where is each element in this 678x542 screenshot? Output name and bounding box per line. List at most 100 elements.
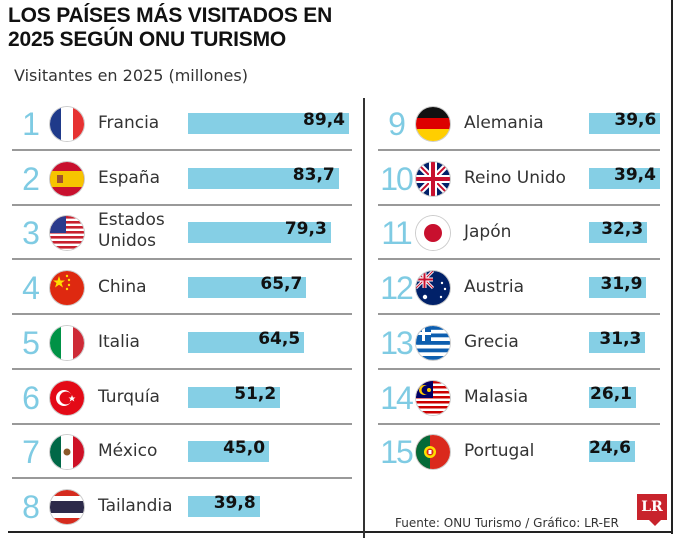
value-bar xyxy=(188,113,349,134)
country-name-line: Grecia xyxy=(464,331,519,352)
source-note: Fuente: ONU Turismo / Gráfico: LR-ER xyxy=(395,516,619,530)
ranking-row: 12 Austria 31,9 xyxy=(378,261,661,316)
usa-flag-icon xyxy=(50,216,84,251)
value-bar xyxy=(188,331,305,353)
value-label: 39,6 xyxy=(614,110,657,130)
rank-number: 8 xyxy=(22,488,40,525)
country-name: Alemania xyxy=(464,113,544,133)
title-line-1: LOS PAÍSES MÁS VISITADOS EN xyxy=(8,4,333,27)
uk-flag-icon xyxy=(416,161,450,196)
row-separator xyxy=(12,149,352,151)
row-separator xyxy=(12,367,352,370)
ranking-row: 7 México 45,0 xyxy=(12,425,352,480)
country-name-line: Turquía xyxy=(98,386,160,407)
rank-number: 15 xyxy=(380,434,414,471)
country-name: México xyxy=(98,441,157,461)
value-bar xyxy=(188,386,281,408)
value-bar xyxy=(589,167,660,189)
rank-number: 2 xyxy=(22,160,40,197)
row-separator xyxy=(12,422,352,425)
value-label: 65,7 xyxy=(260,274,303,295)
china-flag-icon xyxy=(50,271,84,306)
country-name: Tailandia xyxy=(98,496,173,516)
value-bar xyxy=(589,113,661,134)
country-name: España xyxy=(98,168,160,188)
row-separator xyxy=(378,422,660,425)
value-label: 51,2 xyxy=(234,383,277,404)
country-name-line: Austria xyxy=(464,277,525,298)
rank-number: 14 xyxy=(380,379,414,416)
country-name: Malasia xyxy=(464,387,528,407)
value-bar xyxy=(188,277,307,299)
value-bar xyxy=(589,441,635,463)
value-label: 79,3 xyxy=(284,219,327,240)
value-label: 32,3 xyxy=(601,219,644,240)
value-bar xyxy=(188,222,331,244)
ranking-row: 9 Alemania 39,6 xyxy=(378,97,661,151)
country-name: Reino Unido xyxy=(464,168,566,188)
france-flag-icon xyxy=(50,107,84,141)
row-separator xyxy=(378,149,660,151)
country-name: Japón xyxy=(464,222,511,242)
country-name: Italia xyxy=(98,332,140,352)
value-bar xyxy=(589,386,636,408)
value-bar xyxy=(589,277,647,299)
portugal-flag-icon xyxy=(416,435,450,470)
value-label: 83,7 xyxy=(292,164,335,185)
country-name-line: China xyxy=(98,277,147,298)
value-bar xyxy=(188,441,270,463)
row-separator xyxy=(378,367,660,370)
frame-bottom-border xyxy=(8,531,673,533)
italy-flag-icon xyxy=(50,325,84,360)
rank-number: 6 xyxy=(22,379,40,416)
row-separator xyxy=(12,477,352,480)
rank-number: 12 xyxy=(380,270,414,307)
row-separator xyxy=(12,313,352,316)
value-bar xyxy=(589,331,646,353)
row-separator xyxy=(12,258,352,261)
country-name-line: Francia xyxy=(98,113,160,133)
country-name: Portugal xyxy=(464,441,534,461)
rank-number: 1 xyxy=(22,106,40,142)
value-label: 31,9 xyxy=(600,274,643,295)
ranking-row: 4 China 65,7 xyxy=(12,261,352,316)
row-separator xyxy=(378,203,660,206)
country-name-line: Japón xyxy=(464,222,512,243)
ranking-row: 10 Reino Unido 39,4 xyxy=(378,152,661,206)
country-name-line: Tailandia xyxy=(98,495,173,516)
rank-number: 5 xyxy=(22,324,40,361)
turkey-flag-icon xyxy=(50,380,84,415)
country-name: Austria xyxy=(464,277,524,297)
value-bar xyxy=(188,167,339,189)
rank-number: 9 xyxy=(388,106,406,142)
rank-number: 7 xyxy=(22,434,40,471)
country-name: Estados Unidos xyxy=(98,210,165,252)
country-name-line: España xyxy=(98,167,160,188)
row-separator xyxy=(12,203,352,206)
value-label: 45,0 xyxy=(223,438,266,459)
ranking-row: 1 Francia 89,4 xyxy=(12,97,352,151)
ranking-row: 15 Portugal 24,6 xyxy=(378,425,661,479)
value-label: 31,3 xyxy=(599,328,642,349)
country-name-line: Unidos xyxy=(98,231,156,252)
country-name: Francia xyxy=(98,113,159,133)
malaysia-flag-icon xyxy=(416,380,450,415)
title-line-2: 2025 SEGÚN ONU TURISMO xyxy=(8,28,286,51)
value-label: 26,1 xyxy=(590,383,632,404)
ranking-row: 5 Italia 64,5 xyxy=(12,316,352,370)
ranking-row: 3 Estados Unidos 79,3 xyxy=(12,206,352,261)
rank-number: 11 xyxy=(381,215,412,252)
country-name-line: Italia xyxy=(98,331,140,352)
country-name-line: Reino Unido xyxy=(464,167,566,188)
value-label: 39,4 xyxy=(614,164,656,185)
country-name: Turquía xyxy=(98,387,160,407)
ranking-row: 14 Malasia 26,1 xyxy=(378,371,661,425)
value-label: 39,8 xyxy=(213,492,256,513)
australia-flag-icon xyxy=(416,271,450,306)
germany-flag-icon xyxy=(416,107,450,141)
ranking-row: 11 Japón 32,3 xyxy=(378,206,661,261)
value-label: 24,6 xyxy=(589,438,631,459)
rank-number: 4 xyxy=(22,270,40,307)
value-bar xyxy=(188,495,260,517)
value-bar xyxy=(589,222,648,244)
